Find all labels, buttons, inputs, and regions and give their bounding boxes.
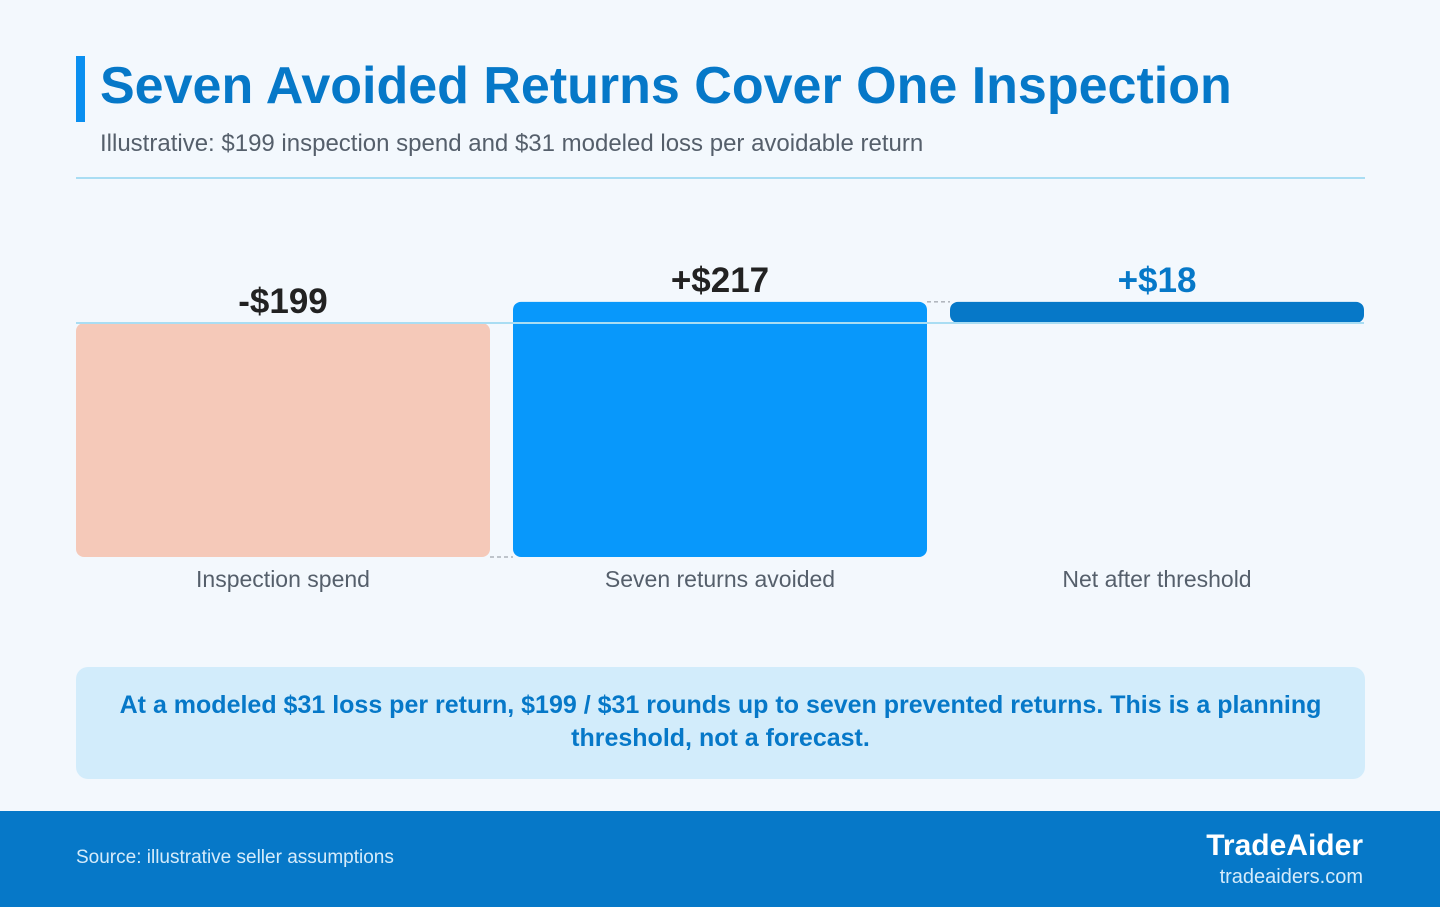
callout-text: At a modeled $31 loss per return, $199 /… (119, 691, 1322, 752)
value-label: +$18 (1118, 261, 1197, 300)
value-label: -$199 (238, 282, 328, 321)
category-label: Seven returns avoided (605, 566, 835, 592)
category-label: Net after threshold (1062, 566, 1251, 592)
callout-box: At a modeled $31 loss per return, $199 /… (76, 667, 1365, 779)
title-accent-bar (76, 56, 85, 122)
waterfall-chart: -$199 Inspection spend +$217 Seven returns … (76, 261, 1364, 592)
page-title: Seven Avoided Returns Cover One Inspecti… (100, 57, 1232, 115)
source-note: Source: illustrative seller assumptions (76, 847, 394, 868)
value-label: +$217 (671, 261, 769, 300)
page-subtitle: Illustrative: $199 inspection spend and … (100, 130, 924, 157)
bar-net-after-threshold (950, 301, 1364, 323)
bar-seven-returns-avoided (513, 301, 927, 557)
bar-inspection-spend (76, 323, 490, 557)
brand-name: TradeAider (1206, 829, 1363, 862)
footer-bar: Source: illustrative seller assumptions … (0, 811, 1440, 907)
brand-url: tradeaiders.com (1219, 866, 1363, 888)
header-divider (76, 177, 1365, 179)
category-label: Inspection spend (196, 566, 370, 592)
